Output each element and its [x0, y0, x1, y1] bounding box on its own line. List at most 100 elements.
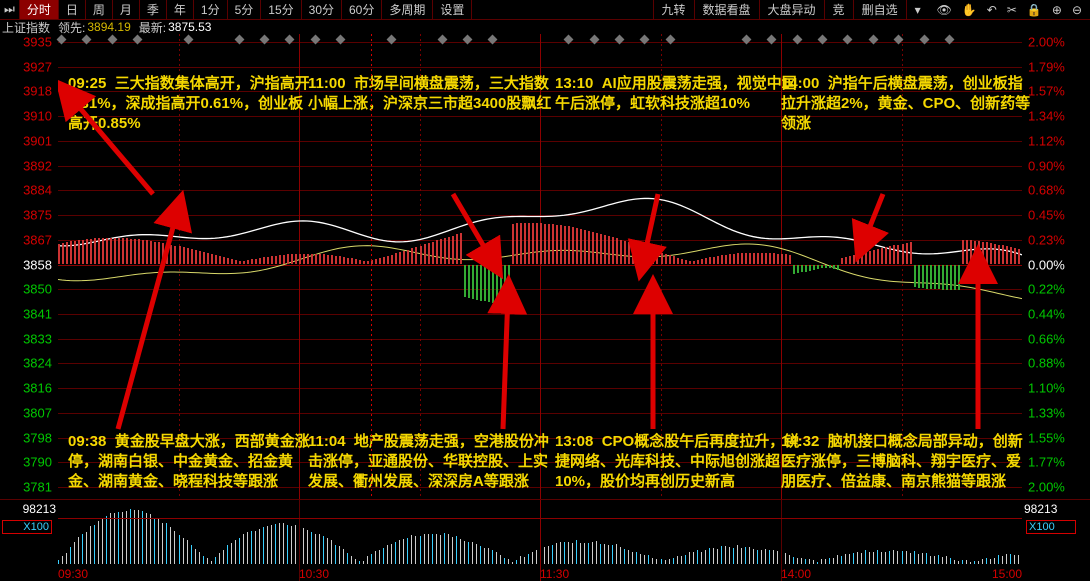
volume-bar-59 — [295, 525, 296, 564]
eye-icon[interactable]: 👁 — [937, 3, 952, 17]
histogram-bar-19 — [134, 239, 136, 265]
dropdown-icon[interactable]: ▾ — [906, 0, 929, 19]
y-axis-left-label-3918: 3918 — [0, 84, 56, 99]
histogram-bar-50 — [259, 258, 261, 265]
volume-bar-0 — [58, 560, 59, 564]
histogram-bar-215 — [922, 265, 924, 289]
period-tab-5分[interactable]: 5分 — [228, 0, 262, 19]
period-tab-设置[interactable]: 设置 — [433, 0, 472, 19]
histogram-bar-6 — [82, 240, 84, 265]
volume-panel[interactable]: 98213 X100 98213 X100 09:30 10:30 11:30 14:… — [0, 499, 1090, 581]
histogram-bar-185 — [801, 265, 803, 273]
volume-bar-73 — [351, 556, 352, 564]
period-tab-周[interactable]: 周 — [86, 0, 113, 19]
volume-bar-40 — [219, 553, 220, 564]
y-axis-left-label-3935: 3935 — [0, 35, 56, 50]
scissors-icon[interactable]: ✂ — [1007, 3, 1017, 17]
histogram-bar-120 — [540, 223, 542, 264]
volume-bar-4 — [74, 542, 75, 564]
lock-icon[interactable]: 🔒 — [1027, 3, 1042, 17]
tool-tab-数据看盘[interactable]: 数据看盘 — [694, 0, 759, 19]
volume-bar-94 — [436, 534, 437, 564]
histogram-bar-168 — [733, 254, 735, 265]
histogram-bar-85 — [399, 252, 401, 264]
main-chart-panel[interactable]: 09:25 三大指数集体高开，沪指高开0.31%，深成指高开0.61%，创业板高… — [0, 34, 1090, 499]
volume-axis-left-scale[interactable]: X100 — [2, 520, 52, 534]
histogram-bar-8 — [90, 239, 92, 265]
volume-bar-101 — [464, 541, 465, 564]
histogram-bar-118 — [532, 223, 534, 264]
tool-tab-大盘异动[interactable]: 大盘异动 — [759, 0, 824, 19]
volume-bar-162 — [709, 548, 710, 564]
volume-bar-7 — [86, 532, 87, 564]
undo-icon[interactable]: ↶ — [987, 3, 997, 17]
volume-bar-132 — [588, 543, 589, 564]
histogram-bar-71 — [343, 257, 345, 265]
period-tab-60分[interactable]: 60分 — [342, 0, 382, 19]
histogram-bar-70 — [339, 256, 341, 264]
volume-bar-128 — [572, 543, 573, 564]
volume-bar-89 — [415, 536, 416, 565]
volume-bar-103 — [472, 542, 473, 564]
volume-bar-65 — [319, 534, 320, 564]
volume-bar-93 — [432, 534, 433, 564]
histogram-bar-231 — [986, 242, 988, 264]
histogram-bar-180 — [781, 254, 783, 265]
histogram-bar-68 — [331, 255, 333, 264]
volume-bar-138 — [612, 545, 613, 564]
histogram-bar-89 — [415, 247, 417, 265]
histogram-bar-69 — [335, 256, 337, 265]
volume-bar-16 — [122, 512, 123, 564]
histogram-bar-223 — [954, 265, 956, 290]
histogram-bar-228 — [974, 241, 976, 265]
period-tab-15分[interactable]: 15分 — [261, 0, 301, 19]
chart-plot-area[interactable]: 09:25 三大指数集体高开，沪指高开0.31%，深成指高开0.61%，创业板高… — [58, 34, 1022, 499]
tool-tab-竞[interactable]: 竞 — [824, 0, 853, 19]
volume-bar-24 — [154, 518, 155, 564]
new-label: 最新: — [139, 19, 166, 36]
period-tab-30分[interactable]: 30分 — [302, 0, 342, 19]
tool-tab-删自选[interactable]: 删自选 — [853, 0, 906, 19]
volume-bar-181 — [785, 553, 786, 564]
volume-bar-187 — [809, 559, 810, 564]
period-tab-1分[interactable]: 1分 — [194, 0, 228, 19]
period-tab-分时[interactable]: 分时 — [20, 0, 59, 19]
volume-bar-176 — [765, 549, 766, 564]
volume-bar-17 — [126, 511, 127, 564]
minus-icon[interactable]: ⊖ — [1072, 3, 1082, 17]
histogram-bar-156 — [685, 260, 687, 265]
volume-axis-right-scale[interactable]: X100 — [1026, 520, 1076, 534]
y-axis-right-label-2.00%: 2.00% — [1024, 480, 1084, 495]
histogram-bar-128 — [572, 227, 574, 264]
histogram-bar-73 — [351, 258, 353, 264]
volume-bar-33 — [191, 545, 192, 564]
period-tab-季[interactable]: 季 — [140, 0, 167, 19]
histogram-bar-175 — [761, 253, 763, 265]
volume-bar-2 — [66, 553, 67, 564]
volume-bar-23 — [150, 514, 151, 564]
histogram-bar-10 — [98, 238, 100, 264]
plus-icon[interactable]: ⊕ — [1052, 3, 1062, 17]
jump-start-icon[interactable]: ⏭ — [0, 0, 20, 19]
volume-bar-136 — [604, 544, 605, 564]
volume-bar-204 — [877, 550, 878, 564]
histogram-bar-17 — [126, 238, 128, 264]
histogram-bar-80 — [379, 258, 381, 264]
y-axis-left-label-3781: 3781 — [0, 480, 56, 495]
volume-bar-46 — [243, 534, 244, 564]
period-tab-年[interactable]: 年 — [167, 0, 194, 19]
volume-bar-156 — [685, 555, 686, 564]
volume-bar-185 — [801, 558, 802, 564]
period-tab-月[interactable]: 月 — [113, 0, 140, 19]
tool-tab-九转[interactable]: 九转 — [653, 0, 694, 19]
period-tab-多周期[interactable]: 多周期 — [382, 0, 433, 19]
histogram-bar-235 — [1002, 245, 1004, 264]
hand-icon[interactable]: ✋ — [962, 3, 977, 17]
volume-bar-207 — [889, 551, 890, 564]
volume-bar-135 — [600, 544, 601, 564]
period-tab-日[interactable]: 日 — [59, 0, 86, 19]
histogram-bar-129 — [576, 228, 578, 265]
histogram-bar-51 — [263, 257, 265, 264]
histogram-bar-59 — [295, 254, 297, 265]
volume-bar-189 — [817, 562, 818, 564]
